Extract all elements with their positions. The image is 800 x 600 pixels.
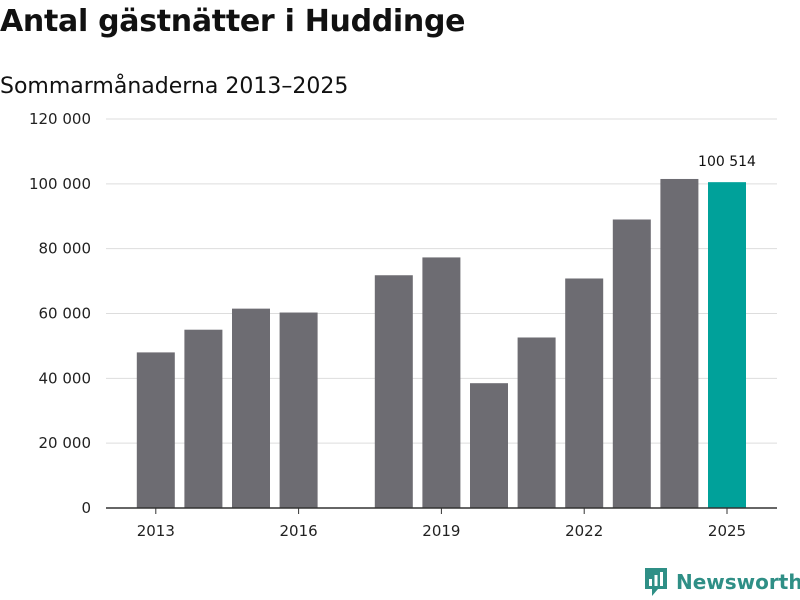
y-tick-label: 100 000 bbox=[29, 175, 91, 193]
bar bbox=[470, 383, 508, 508]
bar bbox=[612, 219, 651, 508]
x-tick-label: 2013 bbox=[137, 522, 175, 540]
bar bbox=[517, 337, 556, 508]
bar bbox=[422, 257, 461, 508]
bar bbox=[136, 352, 175, 508]
x-tick-label: 2025 bbox=[708, 522, 746, 540]
brand-name: Newsworthy bbox=[676, 570, 800, 594]
bar bbox=[279, 312, 318, 508]
bar bbox=[232, 308, 270, 508]
x-tick-label: 2022 bbox=[565, 522, 603, 540]
bar bbox=[184, 329, 223, 508]
data-label: 100 514 bbox=[698, 154, 756, 170]
chart-title: Antal gästnätter i Huddinge bbox=[0, 4, 466, 39]
bar bbox=[374, 275, 413, 508]
chart-subtitle: Sommarmånaderna 2013–2025 bbox=[0, 74, 349, 99]
y-tick-label: 20 000 bbox=[39, 434, 92, 452]
y-tick-label: 60 000 bbox=[39, 305, 92, 323]
x-tick-label: 2016 bbox=[280, 522, 318, 540]
y-tick-label: 40 000 bbox=[39, 369, 92, 387]
bar bbox=[565, 278, 604, 508]
x-tick-label: 2019 bbox=[422, 522, 460, 540]
brand-logo: Newsworthy bbox=[644, 567, 800, 597]
y-tick-label: 120 000 bbox=[29, 110, 91, 128]
y-tick-label: 80 000 bbox=[39, 240, 92, 258]
y-tick-label: 0 bbox=[81, 499, 91, 517]
bar bbox=[660, 178, 699, 509]
newsworthy-logo-icon bbox=[645, 568, 667, 596]
bar bbox=[708, 182, 746, 508]
